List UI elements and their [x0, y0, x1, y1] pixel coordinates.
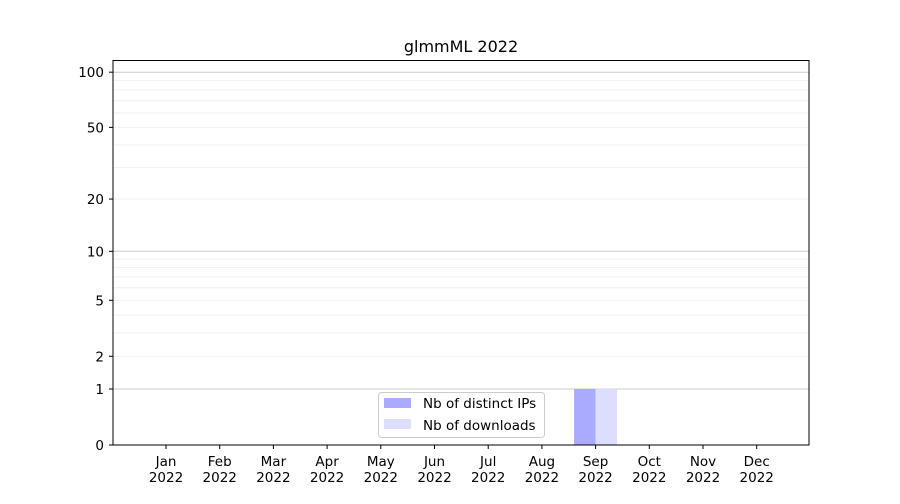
x-tick-label-month: Nov	[690, 454, 716, 470]
y-tick-label: 2	[95, 349, 104, 365]
y-axis: 0 1 2 5 10 20 50 100	[78, 65, 113, 454]
x-tick-label-year: 2022	[525, 470, 559, 486]
x-tick-label-month: Sep	[583, 454, 608, 470]
x-tick-label-year: 2022	[149, 470, 183, 486]
x-tick-label-month: Jan	[155, 454, 177, 470]
legend-frame	[378, 392, 545, 438]
x-tick-label-month: Mar	[261, 454, 287, 470]
legend-label-ips: Nb of distinct IPs	[423, 396, 536, 412]
x-tick-label-year: 2022	[471, 470, 505, 486]
y-tick-label: 20	[87, 192, 104, 208]
x-tick-label-year: 2022	[203, 470, 237, 486]
bar-downloads	[595, 389, 618, 445]
x-tick-label-month: Apr	[315, 454, 339, 470]
x-tick-label-month: Jul	[479, 454, 496, 470]
y-tick-label: 10	[87, 244, 104, 260]
legend-label-downloads: Nb of downloads	[423, 418, 536, 434]
x-tick-label-year: 2022	[256, 470, 290, 486]
plot-frame	[112, 60, 810, 446]
x-tick-label-year: 2022	[417, 470, 451, 486]
y-tick-label: 0	[95, 438, 104, 454]
y-tick-label: 5	[95, 293, 104, 309]
x-tick-label-year: 2022	[686, 470, 720, 486]
y-tick-label: 100	[78, 65, 104, 81]
legend-swatch-ips	[384, 398, 411, 408]
x-tick-label-month: May	[367, 454, 395, 470]
x-tick-label-month: Oct	[638, 454, 661, 470]
x-tick-label-year: 2022	[578, 470, 612, 486]
legend: Nb of distinct IPs Nb of downloads	[378, 392, 545, 438]
bars	[574, 389, 618, 445]
y-tick-label: 1	[95, 382, 104, 398]
x-tick-label-year: 2022	[310, 470, 344, 486]
x-tick-label-year: 2022	[632, 470, 666, 486]
x-tick-label-month: Feb	[208, 454, 232, 470]
x-tick-label-year: 2022	[364, 470, 398, 486]
chart-title: glmmML 2022	[404, 37, 518, 56]
x-tick-label-month: Jun	[423, 454, 445, 470]
x-tick-label-month: Dec	[744, 454, 770, 470]
y-tick-label: 50	[87, 120, 104, 136]
x-tick-label-month: Aug	[529, 454, 555, 470]
legend-swatch-downloads	[384, 419, 411, 429]
x-axis: Jan2022Feb2022Mar2022Apr2022May2022Jun20…	[149, 445, 774, 486]
bar-distinct-ips	[574, 389, 596, 445]
grid	[113, 71, 809, 390]
x-tick-label-year: 2022	[740, 470, 774, 486]
